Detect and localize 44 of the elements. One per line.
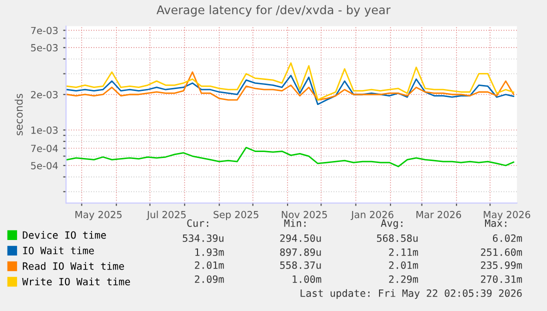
text: 897.89u: [280, 248, 321, 256]
text: 558.37u: [280, 261, 321, 269]
text: 294.50u: [280, 234, 321, 242]
text: 251.60m: [480, 248, 522, 256]
x-tick-label: May 2025: [75, 210, 122, 220]
line-series: [66, 146, 514, 168]
text: Avg:: [380, 219, 402, 229]
x-tick-label: Mar 2026: [416, 210, 462, 218]
x-tick-label: Jul 2025: [146, 210, 186, 220]
x-tick-label: Sep 2025: [214, 210, 258, 220]
x-tick-label: May 2026: [484, 210, 530, 220]
text: 1.00m: [292, 275, 322, 283]
y-axis-title: seconds: [14, 94, 23, 136]
text: Max:: [485, 219, 506, 227]
x-tick-label: Nov 2025: [282, 210, 327, 218]
text: 235.99m: [480, 261, 522, 269]
legend-label: Write IO Wait time: [22, 278, 130, 286]
y-tick-label: 7e-03: [31, 26, 58, 34]
line-series: [66, 62, 514, 101]
y-tick-label: 1e-03: [31, 126, 58, 134]
text: 2.11m: [389, 248, 418, 256]
legend-label: Read IO Wait time: [22, 262, 124, 270]
y-tick-label: 7e-04: [31, 144, 58, 152]
text: 270.31m: [480, 275, 522, 283]
text: 2.01m: [389, 261, 418, 269]
text: Min:: [284, 219, 306, 227]
chart-title: Average latency for /dev/xvda - by year: [156, 5, 391, 17]
x-tick-label: Jan 2026: [350, 210, 394, 220]
text: 534.39u: [182, 234, 224, 242]
text: Last update: Fri May 22 02:05:39 2026: [300, 289, 522, 299]
y-tick-label: 5e-04: [31, 162, 58, 170]
text: 2.01m: [194, 261, 224, 269]
y-tick-label: 5e-03: [31, 44, 58, 52]
text: Cur:: [187, 219, 208, 227]
text: 2.09m: [194, 275, 224, 283]
y-tick-label: 2e-03: [31, 90, 58, 98]
text: 6.02m: [492, 234, 522, 242]
text: 2.29m: [389, 275, 418, 283]
text: 568.58u: [377, 234, 418, 242]
text: 1.93m: [195, 248, 224, 256]
legend-label: Device IO time: [22, 231, 106, 239]
legend-label: IO Wait time: [23, 246, 94, 254]
line-series: [66, 71, 514, 101]
line-series: [66, 74, 514, 106]
